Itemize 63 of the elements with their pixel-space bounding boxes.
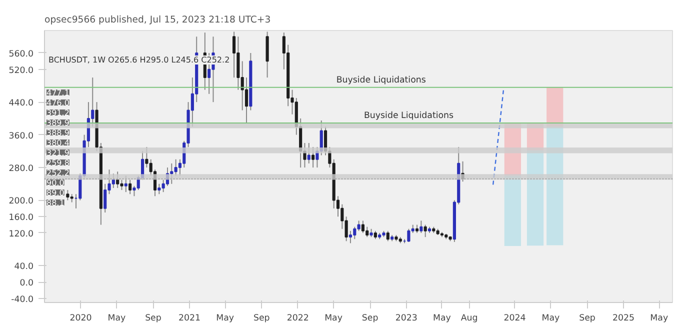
candlestick [104, 183, 107, 214]
candlestick [407, 228, 410, 242]
candlestick [366, 226, 369, 238]
y-tick-label: 520.0 [8, 66, 34, 76]
x-tick-label: Aug [460, 314, 478, 324]
candlestick [120, 179, 124, 191]
x-tick-label: May [216, 314, 234, 324]
x-tick-label: May [324, 314, 343, 324]
candlestick [174, 158, 178, 176]
y-tick-label: 280.0 [8, 164, 34, 174]
candlestick [386, 230, 390, 242]
x-tick-label: Sep [579, 314, 596, 324]
candlestick [66, 190, 70, 201]
x-tick-label: 2023 [395, 314, 418, 324]
candlestick [424, 224, 427, 238]
x-tick-label: 2021 [178, 314, 200, 324]
y-tick-label: 560.0 [8, 49, 34, 60]
candlestick [420, 220, 423, 234]
annotation: 252.2 [46, 168, 70, 178]
x-tick-label: 2020 [70, 314, 92, 324]
x-tick-label: May [542, 314, 560, 324]
candlestick [128, 179, 132, 195]
candlestick [357, 220, 360, 232]
text: BCHUSDT, 1W O265.6 H295.0 L245.6 C252.2 [48, 56, 230, 64]
bar [526, 150, 544, 246]
candlestick [232, 31, 236, 78]
x-tick-label: Sep [145, 314, 162, 324]
ref-line-label: Buyside Liquidations [336, 75, 426, 86]
x-tick-label: May [108, 314, 126, 324]
annotation: 90.0 [46, 178, 64, 188]
y-tick-label: 120.0 [8, 229, 34, 240]
candlestick [353, 226, 356, 240]
ref-line-label: Buyside Liquidations [364, 110, 454, 121]
candlestick [158, 183, 161, 195]
y-tick-label: 200.0 [8, 196, 34, 207]
x-tick-label: May [433, 314, 451, 324]
chart-title: opsec9566 published, Jul 15, 2023 21:18 UTC+3 [44, 14, 271, 26]
annotation: 380.4 [46, 138, 70, 148]
annotation: 391.2 [46, 108, 70, 118]
y-tick-label: 440.0 [8, 98, 34, 109]
x-tick-label: Sep [362, 314, 379, 324]
annotation: 388.9 [46, 128, 70, 138]
annotation: 88.1 [46, 198, 64, 208]
annotation: 476.0 [46, 98, 70, 108]
y-tick-label: 360.0 [8, 131, 34, 142]
annotation: 389.9 [46, 118, 70, 128]
annotation: 477.1 [46, 88, 70, 98]
x-tick-label: May [650, 314, 668, 324]
candlestick [348, 230, 352, 244]
y-tick-label: 40.0 [14, 262, 34, 272]
candlestick [307, 142, 310, 164]
annotation: 259.8 [46, 158, 70, 168]
candlestick [361, 220, 364, 234]
y-tick-label: -40.0 [11, 294, 34, 305]
annotation: 321.9 [46, 148, 70, 158]
annotation: 89.0 [46, 188, 64, 198]
x-tick-label: 2024 [504, 314, 526, 324]
candlestick [244, 77, 248, 124]
x-tick-label: Sep [254, 314, 270, 324]
y-tick-label: 160.0 [8, 213, 34, 224]
x-tick-label: 2025 [612, 314, 634, 324]
x-tick-label: 2022 [286, 314, 309, 324]
y-tick-label: 0.0 [20, 278, 34, 289]
